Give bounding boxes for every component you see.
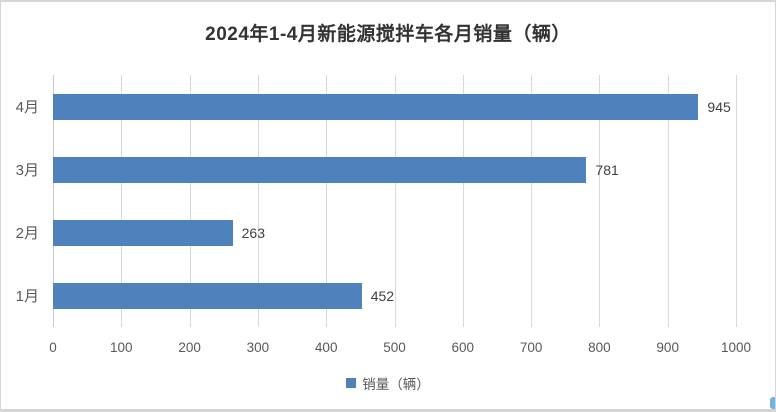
vertical-gridline [667, 75, 669, 327]
x-axis-tick-label: 400 [314, 340, 338, 355]
x-axis-tick-label: 1000 [720, 340, 752, 355]
vertical-gridline [326, 75, 328, 327]
y-axis-category-labels: 4月 3月 2月 1月 [1, 75, 45, 327]
plot-area: 945 781 263 452 [53, 75, 737, 327]
vertical-gridline [531, 75, 533, 327]
bar-row: 452 [53, 264, 736, 327]
bar-value-label: 263 [241, 224, 265, 241]
bar-4月 [53, 93, 699, 120]
y-axis-line [53, 75, 54, 327]
legend-series-label: 销量（辆） [362, 377, 430, 392]
y-axis-category-label: 2月 [15, 225, 39, 242]
bar-3月 [53, 156, 587, 183]
bar-row: 945 [53, 75, 736, 138]
x-axis-tick-label: 300 [246, 340, 270, 355]
vertical-gridline [257, 75, 259, 327]
x-axis-tick-label: 800 [588, 340, 611, 355]
x-axis-tick-label: 700 [519, 340, 543, 355]
y-axis-category-label: 1月 [15, 288, 39, 305]
vertical-gridline [462, 75, 464, 327]
vertical-gridline [394, 75, 396, 327]
y-axis-category-label: 4月 [15, 99, 39, 116]
bar-1月 [53, 282, 362, 309]
x-axis-tick-label: 0 [49, 340, 57, 355]
x-axis-tick-label: 600 [451, 340, 475, 355]
bar-value-label: 452 [370, 287, 395, 304]
y-axis-category-label: 3月 [15, 162, 39, 179]
legend: 销量（辆） [1, 373, 775, 393]
x-axis-tick-label: 100 [110, 340, 133, 355]
x-axis-tick-label: 200 [178, 340, 201, 355]
vertical-gridline [121, 75, 123, 327]
bar-2月 [53, 219, 233, 246]
bar-row: 781 [53, 138, 736, 201]
vertical-gridline [189, 75, 191, 327]
x-axis-tick-label: 900 [656, 340, 679, 355]
x-axis-tick-labels: 0 100 200 300 400 500 600 700 800 900 1000 [1, 340, 775, 358]
bar-value-label: 945 [707, 98, 731, 115]
legend-series-marker-icon [346, 378, 357, 388]
bar-row: 263 [53, 201, 736, 264]
chart-resize-handle[interactable] [770, 397, 775, 409]
x-axis-tick-label: 500 [383, 340, 406, 355]
chart-title: 2024年1-4月新能源搅拌车各月销量（辆） [205, 24, 571, 45]
bar-value-label: 781 [595, 161, 619, 178]
vertical-gridline [599, 75, 601, 327]
vertical-gridline [736, 75, 737, 327]
